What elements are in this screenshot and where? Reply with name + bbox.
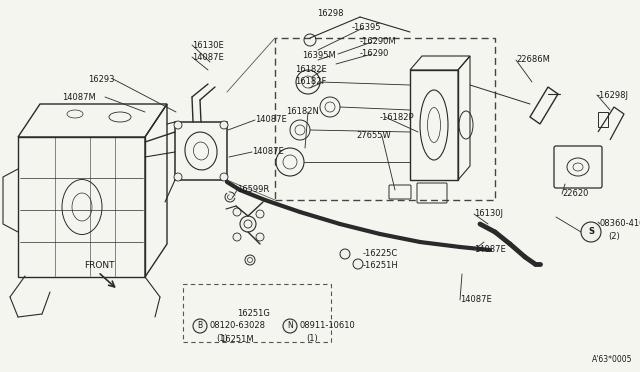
Circle shape xyxy=(581,222,601,242)
Text: A'63*0005: A'63*0005 xyxy=(591,355,632,364)
Bar xyxy=(175,122,227,180)
Bar xyxy=(183,284,331,342)
Text: 16130J: 16130J xyxy=(474,209,503,218)
Text: 08120-63028: 08120-63028 xyxy=(210,321,266,330)
Circle shape xyxy=(174,121,182,129)
Text: (2): (2) xyxy=(608,231,620,241)
Circle shape xyxy=(340,249,350,259)
Circle shape xyxy=(220,173,228,181)
Text: 08911-10610: 08911-10610 xyxy=(300,321,356,330)
Text: 16251M: 16251M xyxy=(220,336,254,344)
Text: -16290M: -16290M xyxy=(360,38,397,46)
Text: 16293: 16293 xyxy=(88,74,115,83)
Text: 14087E: 14087E xyxy=(460,295,492,305)
Text: -16182P: -16182P xyxy=(380,112,415,122)
Text: 22686M: 22686M xyxy=(516,55,550,64)
Circle shape xyxy=(174,173,182,181)
Text: 27655W: 27655W xyxy=(356,131,391,141)
Text: -16251H: -16251H xyxy=(363,262,399,270)
Text: 14087E: 14087E xyxy=(474,246,506,254)
Text: B: B xyxy=(197,321,203,330)
Text: 08360-41026: 08360-41026 xyxy=(600,219,640,228)
Text: 16298: 16298 xyxy=(317,9,343,17)
Circle shape xyxy=(220,121,228,129)
Text: 16130E: 16130E xyxy=(192,41,224,49)
Text: 14087E: 14087E xyxy=(255,115,287,125)
Circle shape xyxy=(245,255,255,265)
Text: 16182F: 16182F xyxy=(295,77,326,87)
Text: 22620: 22620 xyxy=(562,189,588,199)
Text: 14087E: 14087E xyxy=(252,148,284,157)
Text: -16298J: -16298J xyxy=(597,90,629,99)
Circle shape xyxy=(353,259,363,269)
Circle shape xyxy=(256,233,264,241)
Circle shape xyxy=(283,319,297,333)
Circle shape xyxy=(193,319,207,333)
Text: 16395M: 16395M xyxy=(302,51,336,61)
Text: 14087M: 14087M xyxy=(62,93,96,102)
Text: (1): (1) xyxy=(216,334,228,343)
Circle shape xyxy=(233,208,241,216)
Text: 16182N: 16182N xyxy=(286,108,319,116)
Text: (1): (1) xyxy=(306,334,318,343)
Text: S: S xyxy=(588,228,594,237)
Circle shape xyxy=(240,216,256,232)
Text: 16599R: 16599R xyxy=(237,186,269,195)
Text: 14087E: 14087E xyxy=(192,52,224,61)
Text: 16251G: 16251G xyxy=(237,310,270,318)
Text: 16182E: 16182E xyxy=(295,65,327,74)
Text: FRONT: FRONT xyxy=(84,262,115,270)
Text: -16225C: -16225C xyxy=(363,250,398,259)
Bar xyxy=(275,38,495,200)
Circle shape xyxy=(225,192,235,202)
Text: N: N xyxy=(287,321,293,330)
Text: -16290: -16290 xyxy=(360,49,389,58)
Circle shape xyxy=(256,210,264,218)
Circle shape xyxy=(233,233,241,241)
Text: -16395: -16395 xyxy=(352,23,381,32)
